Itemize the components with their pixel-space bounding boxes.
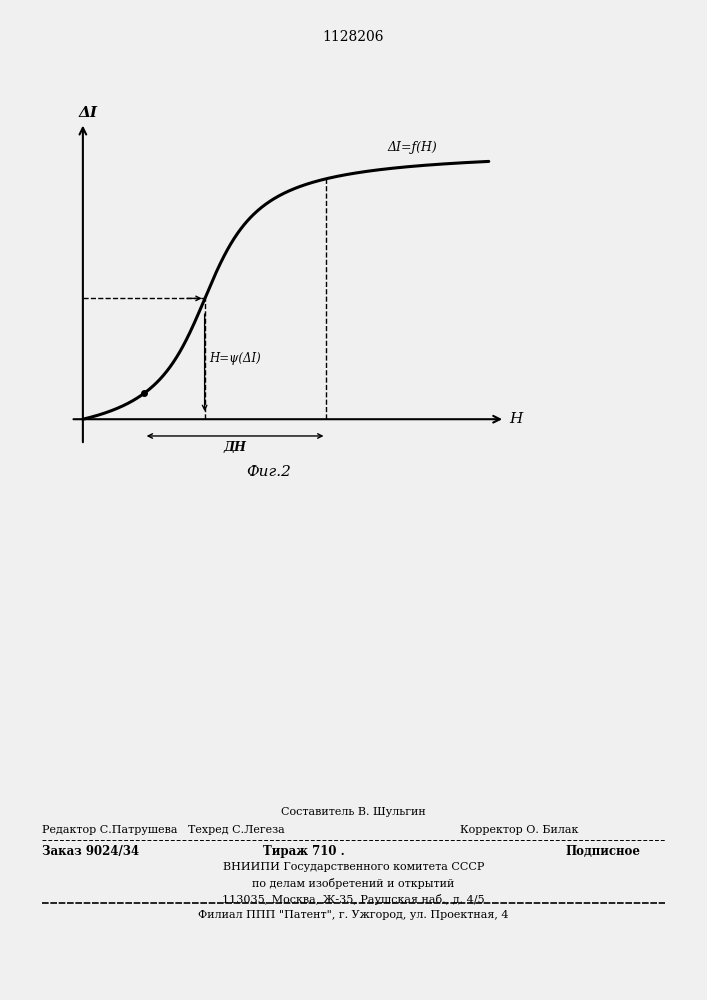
Text: Корректор О. Билак: Корректор О. Билак [460, 825, 578, 835]
Text: ΔI: ΔI [78, 106, 98, 120]
Text: H=ψ(ΔI): H=ψ(ΔI) [209, 352, 262, 365]
Text: Составитель В. Шульгин: Составитель В. Шульгин [281, 807, 426, 817]
Text: по делам изобретений и открытий: по делам изобретений и открытий [252, 878, 455, 889]
Text: H: H [509, 412, 522, 426]
Text: Тираж 710 .: Тираж 710 . [263, 845, 345, 858]
Text: 1128206: 1128206 [323, 30, 384, 44]
Text: Подписное: Подписное [566, 845, 641, 858]
Text: Фиг.2: Фиг.2 [246, 465, 291, 479]
Text: ΔI=ƒ(H): ΔI=ƒ(H) [387, 141, 437, 154]
Text: Филиал ППП "Патент", г. Ужгород, ул. Проектная, 4: Филиал ППП "Патент", г. Ужгород, ул. Про… [198, 910, 509, 920]
Text: ВНИИПИ Государственного комитета СССР: ВНИИПИ Государственного комитета СССР [223, 862, 484, 872]
Text: ДH: ДH [223, 441, 247, 454]
Text: Редактор С.Патрушева   Техред С.Легеза: Редактор С.Патрушева Техред С.Легеза [42, 825, 285, 835]
Text: Заказ 9024/34: Заказ 9024/34 [42, 845, 139, 858]
Text: 113035, Москва, Ж-35, Раушская наб., д. 4/5: 113035, Москва, Ж-35, Раушская наб., д. … [222, 894, 485, 905]
